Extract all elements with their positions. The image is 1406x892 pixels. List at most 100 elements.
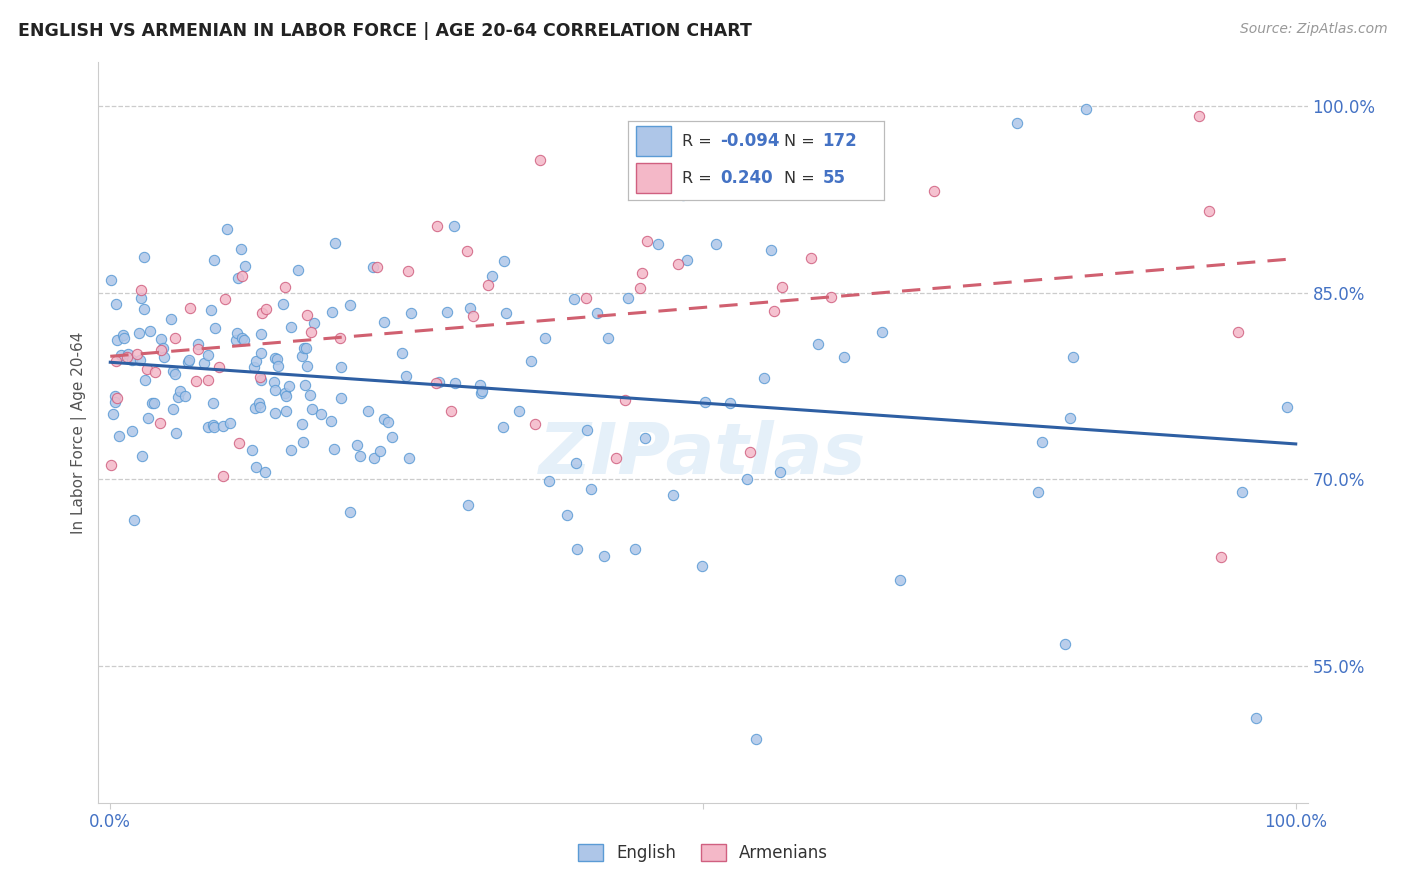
Point — [1198, 204, 1220, 219]
Point — [245, 459, 267, 474]
Point — [456, 244, 478, 259]
Point — [186, 374, 208, 388]
Point — [477, 277, 499, 292]
Point — [636, 234, 658, 248]
Y-axis label: In Labor Force | Age 20-64: In Labor Force | Age 20-64 — [72, 332, 87, 533]
Point — [396, 264, 419, 278]
Point — [134, 301, 156, 316]
Point — [373, 412, 395, 426]
Point — [440, 403, 463, 417]
Point — [468, 377, 491, 392]
Point — [1031, 435, 1053, 450]
Point — [266, 351, 288, 366]
Point — [672, 188, 695, 202]
Point — [492, 420, 515, 434]
Point — [274, 280, 297, 294]
Point — [100, 458, 122, 472]
Point — [295, 308, 318, 322]
Point — [218, 416, 240, 430]
Point — [226, 271, 249, 285]
Point — [381, 429, 404, 443]
Point — [139, 324, 162, 338]
Point — [363, 450, 385, 465]
Point — [565, 542, 588, 557]
Point — [1076, 102, 1098, 116]
Point — [242, 442, 264, 457]
Point — [922, 185, 945, 199]
Point — [319, 414, 342, 428]
Point — [131, 291, 153, 305]
Point — [481, 268, 503, 283]
Point — [280, 442, 302, 457]
Point — [231, 242, 253, 256]
Point — [443, 219, 465, 233]
Point — [870, 326, 893, 340]
Point — [832, 350, 855, 364]
Point — [121, 353, 143, 368]
Point — [134, 373, 156, 387]
Point — [346, 438, 368, 452]
Point — [273, 386, 295, 401]
Point — [676, 252, 699, 267]
Point — [630, 266, 652, 280]
Point — [807, 337, 830, 351]
Point — [301, 401, 323, 416]
Point — [100, 272, 122, 286]
Point — [292, 341, 315, 355]
Point — [593, 549, 616, 564]
Point — [277, 379, 299, 393]
Point — [233, 333, 256, 347]
Point — [245, 354, 267, 368]
Point — [745, 732, 768, 747]
Point — [105, 296, 128, 310]
Point — [1275, 400, 1298, 414]
Point — [245, 401, 267, 416]
Point — [125, 346, 148, 360]
Point — [141, 395, 163, 409]
Text: Source: ZipAtlas.com: Source: ZipAtlas.com — [1240, 22, 1388, 37]
Point — [112, 331, 135, 345]
Point — [471, 384, 494, 398]
Point — [492, 253, 515, 268]
Point — [457, 498, 479, 512]
Point — [1227, 326, 1250, 340]
Point — [202, 417, 225, 432]
Point — [242, 359, 264, 374]
Point — [149, 416, 172, 430]
Point — [104, 389, 127, 403]
Point — [820, 290, 842, 304]
Point — [249, 373, 271, 387]
Point — [212, 469, 235, 483]
Point — [759, 243, 782, 257]
Point — [598, 331, 620, 345]
Point — [586, 306, 609, 320]
Point — [470, 385, 492, 400]
Point — [718, 396, 741, 410]
Text: 0.240: 0.240 — [720, 169, 773, 187]
Point — [105, 333, 128, 347]
Point — [249, 369, 271, 384]
Point — [167, 390, 190, 404]
Bar — [636, 127, 672, 156]
Point — [800, 251, 823, 265]
Point — [623, 542, 645, 557]
Point — [174, 389, 197, 403]
Text: 172: 172 — [823, 132, 858, 151]
Point — [264, 384, 287, 398]
Point — [298, 388, 321, 402]
Point — [208, 359, 231, 374]
Point — [368, 443, 391, 458]
Legend: English, Armenians: English, Armenians — [571, 837, 835, 869]
Point — [231, 331, 253, 345]
Point — [661, 488, 683, 502]
Point — [322, 442, 344, 456]
Point — [163, 368, 186, 382]
Point — [763, 304, 786, 318]
Point — [377, 415, 399, 429]
Point — [1053, 637, 1076, 651]
Point — [628, 281, 651, 295]
Text: R =: R = — [682, 134, 717, 149]
Point — [249, 401, 271, 415]
Point — [533, 331, 555, 345]
Point — [429, 376, 451, 390]
